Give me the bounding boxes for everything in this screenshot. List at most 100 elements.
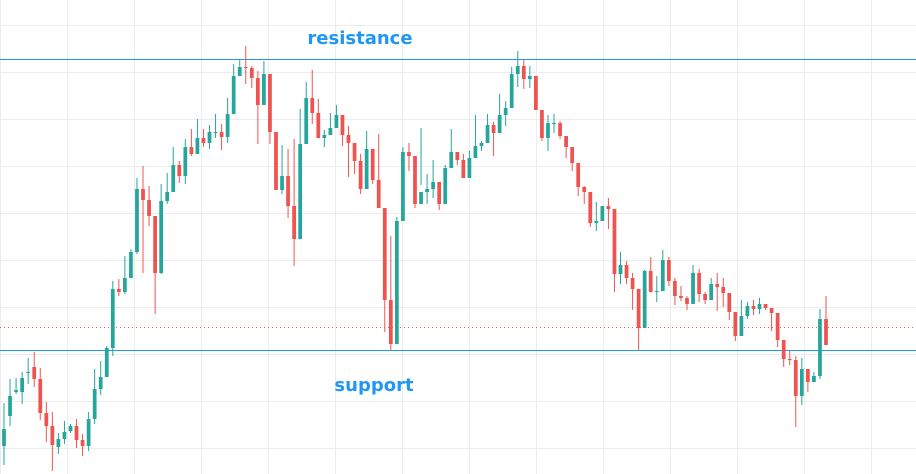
candle-up	[110, 289, 115, 348]
candle-up	[757, 304, 762, 309]
candle-down	[521, 66, 526, 79]
candle-down	[588, 192, 593, 223]
candle-down	[177, 165, 182, 176]
candle-up	[431, 182, 436, 189]
candle-up	[660, 260, 665, 291]
candle-up	[123, 278, 127, 292]
candle-down	[775, 313, 780, 340]
level-labels: resistance support	[307, 28, 414, 396]
candle-up	[449, 152, 454, 168]
candle-up	[298, 144, 303, 239]
candle-up	[799, 369, 804, 396]
candle-down	[715, 284, 720, 287]
candle-down	[461, 160, 466, 178]
candle-up	[485, 125, 490, 143]
candle-up	[183, 147, 188, 176]
candle-down	[534, 76, 538, 110]
candle-up	[600, 206, 605, 221]
candle-down	[388, 300, 393, 344]
candle-down	[407, 152, 411, 156]
candle-down	[358, 161, 363, 189]
candle-down	[316, 113, 321, 138]
candle-down	[630, 278, 635, 289]
candle-up	[515, 66, 520, 74]
candle-up	[419, 192, 423, 204]
candle-up	[709, 284, 714, 300]
candle-down	[727, 293, 732, 312]
candle-up	[503, 108, 508, 115]
candle-down	[370, 149, 375, 180]
candle-down	[268, 74, 272, 132]
candle-up	[691, 273, 695, 304]
candle-up	[594, 221, 599, 223]
candle-up	[8, 396, 12, 416]
candle-up	[812, 376, 816, 382]
candle-down	[255, 78, 260, 105]
candle-down	[189, 147, 194, 154]
candle-down	[824, 319, 828, 345]
candle-down	[340, 115, 345, 135]
candle-up	[135, 189, 139, 252]
support-label: support	[334, 375, 414, 396]
candle-up	[745, 306, 750, 316]
candle-up	[618, 265, 623, 274]
candle-down	[636, 289, 641, 328]
candle-down	[612, 209, 617, 274]
candle-down	[352, 143, 357, 161]
candle-up	[304, 98, 309, 144]
candle-down	[697, 273, 701, 294]
candle-up	[394, 221, 399, 344]
candle-down	[437, 182, 442, 204]
candle-down	[376, 180, 381, 208]
candle-down	[733, 312, 738, 336]
candle-down	[558, 123, 562, 136]
candle-up	[642, 271, 647, 328]
candle-down	[141, 189, 145, 200]
candle-up	[425, 189, 429, 192]
candle-down	[570, 147, 575, 163]
candle-down	[673, 281, 677, 296]
candle-up	[26, 372, 31, 373]
candle-up	[104, 348, 109, 377]
candle-up	[213, 132, 218, 133]
candle-up	[86, 419, 91, 446]
candle-down	[781, 340, 786, 359]
candle-down	[32, 367, 37, 379]
candle-down	[219, 132, 224, 137]
candle-down	[763, 304, 768, 308]
candle-up	[497, 115, 502, 133]
candle-up	[509, 74, 514, 108]
candle-down	[74, 426, 79, 440]
candle-up	[62, 432, 67, 439]
candle-down	[116, 289, 121, 292]
candle-down	[666, 260, 671, 281]
candle-up	[159, 201, 164, 273]
candle-up	[56, 439, 61, 447]
candle-up	[231, 76, 236, 114]
candle-down	[793, 360, 798, 396]
candle-up	[473, 146, 478, 158]
candle-down	[80, 440, 85, 446]
candle-up	[165, 192, 170, 201]
candle-up	[98, 377, 103, 389]
candle-up	[237, 67, 242, 76]
candle-down	[491, 125, 496, 133]
candle-down	[685, 298, 689, 304]
candle-up	[334, 115, 339, 128]
candle-up	[92, 389, 97, 419]
candle-down	[201, 138, 206, 143]
candle-up	[443, 168, 448, 204]
candle-up	[262, 74, 266, 105]
candle-down	[382, 208, 387, 300]
candle-up	[14, 390, 18, 392]
candle-down	[606, 206, 611, 209]
candle-up	[739, 316, 744, 336]
candle-down	[455, 152, 460, 160]
candle-up	[467, 158, 472, 178]
candle-up	[195, 138, 200, 154]
candle-down	[703, 294, 707, 300]
candle-down	[805, 369, 810, 382]
candle-down	[564, 136, 568, 147]
